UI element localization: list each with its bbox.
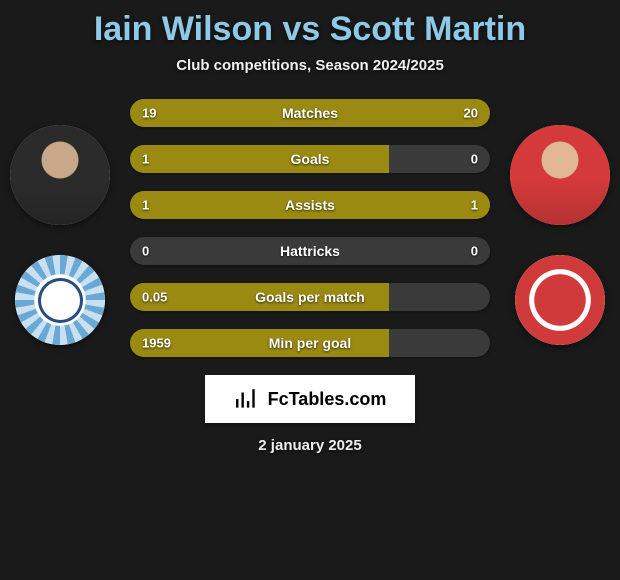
stat-row: Goals per match 0.05	[130, 283, 490, 311]
stat-row: Min per goal 1959	[130, 329, 490, 357]
stat-bar-left	[130, 145, 389, 173]
stat-label: Goals per match	[255, 289, 365, 305]
stat-label: Min per goal	[269, 335, 351, 351]
footer-date: 2 january 2025	[0, 437, 620, 454]
stat-value-right: 0	[471, 152, 478, 167]
stat-value-left: 0	[142, 244, 149, 259]
stat-row: Matches 19 20	[130, 99, 490, 127]
chart-icon	[234, 386, 260, 412]
stat-row: Assists 1 1	[130, 191, 490, 219]
stat-value-left: 19	[142, 106, 156, 121]
stat-row: Goals 1 0	[130, 145, 490, 173]
stat-value-right: 1	[471, 198, 478, 213]
stat-value-left: 0.05	[142, 290, 167, 305]
stat-label: Assists	[285, 197, 335, 213]
stats-area: Matches1920Goals10Assists11Hattricks00Go…	[0, 99, 620, 357]
page-subtitle: Club competitions, Season 2024/2025	[0, 57, 620, 74]
stat-value-right: 0	[471, 244, 478, 259]
page-title: Iain Wilson vs Scott Martin	[0, 10, 620, 49]
stat-label: Goals	[291, 151, 330, 167]
site-logo: FcTables.com	[205, 375, 415, 423]
stat-bar-left	[130, 191, 310, 219]
stat-value-left: 1	[142, 152, 149, 167]
stat-label: Hattricks	[280, 243, 340, 259]
stat-bar-right	[310, 191, 490, 219]
stat-value-right: 20	[464, 106, 478, 121]
stat-row: Hattricks 0 0	[130, 237, 490, 265]
stat-label: Matches	[282, 105, 338, 121]
site-name: FcTables.com	[268, 389, 387, 410]
stat-value-left: 1	[142, 198, 149, 213]
stat-value-left: 1959	[142, 336, 171, 351]
